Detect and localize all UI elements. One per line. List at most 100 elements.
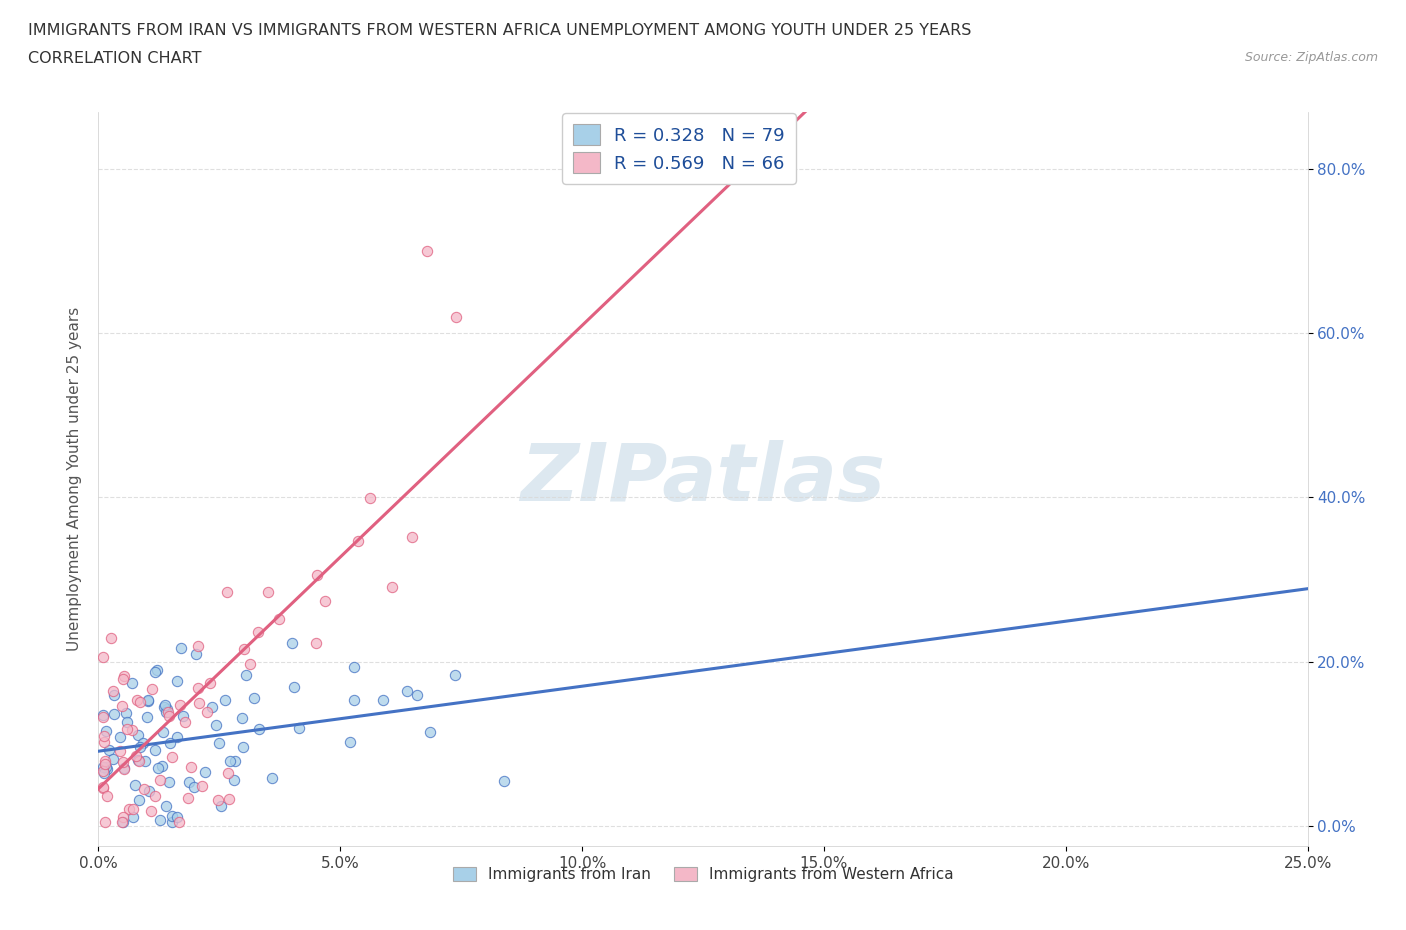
Point [143, 789, 166, 804]
Text: ZIPatlas: ZIPatlas [520, 440, 886, 518]
Point [108, 744, 131, 759]
Point [91, 649, 114, 664]
Point [127, 752, 149, 767]
Point [100, 631, 122, 645]
Point [231, 740, 253, 755]
Point [381, 579, 404, 594]
Point [91, 764, 114, 778]
Point [214, 692, 236, 707]
Point [396, 684, 419, 698]
Point [246, 624, 269, 639]
Point [93, 728, 115, 743]
Point [146, 760, 169, 775]
Point [172, 709, 194, 724]
Point [187, 681, 209, 696]
Point [177, 790, 200, 805]
Point [343, 659, 366, 674]
Point [128, 793, 150, 808]
Point [283, 680, 305, 695]
Point [118, 802, 141, 817]
Point [208, 736, 231, 751]
Point [194, 764, 217, 779]
Point [205, 718, 228, 733]
Point [184, 646, 207, 661]
Point [177, 775, 200, 790]
Point [231, 711, 253, 725]
Point [166, 809, 188, 824]
Point [260, 771, 283, 786]
Point [145, 665, 167, 680]
Point [209, 798, 232, 813]
Point [166, 730, 188, 745]
Point [127, 728, 149, 743]
Point [153, 698, 176, 712]
Point [207, 792, 229, 807]
Point [146, 662, 169, 677]
Point [170, 641, 193, 656]
Point [224, 753, 246, 768]
Y-axis label: Unemployment Among Youth under 25 years: Unemployment Among Youth under 25 years [66, 307, 82, 651]
Point [373, 693, 395, 708]
Point [305, 568, 328, 583]
Point [401, 529, 423, 544]
Legend: Immigrants from Iran, Immigrants from Western Africa: Immigrants from Iran, Immigrants from We… [446, 859, 960, 890]
Point [93, 735, 115, 750]
Point [97, 742, 120, 757]
Point [195, 705, 218, 720]
Point [138, 783, 160, 798]
Point [112, 761, 135, 776]
Point [155, 705, 177, 720]
Point [124, 777, 146, 792]
Point [101, 684, 124, 698]
Point [108, 730, 131, 745]
Point [183, 779, 205, 794]
Point [115, 706, 138, 721]
Text: IMMIGRANTS FROM IRAN VS IMMIGRANTS FROM WESTERN AFRICA UNEMPLOYMENT AMONG YOUTH : IMMIGRANTS FROM IRAN VS IMMIGRANTS FROM … [28, 23, 972, 38]
Point [217, 585, 239, 600]
Point [132, 736, 155, 751]
Point [91, 710, 114, 724]
Point [111, 754, 134, 769]
Point [115, 722, 138, 737]
Point [136, 693, 159, 708]
Point [96, 724, 118, 738]
Point [139, 804, 162, 818]
Point [121, 722, 143, 737]
Point [152, 724, 174, 739]
Point [249, 722, 271, 737]
Point [305, 636, 328, 651]
Point [112, 762, 135, 777]
Point [359, 490, 381, 505]
Point [288, 721, 311, 736]
Point [198, 675, 221, 690]
Point [339, 735, 361, 750]
Point [135, 710, 157, 724]
Point [136, 694, 159, 709]
Point [94, 760, 117, 775]
Point [162, 815, 184, 830]
Point [444, 668, 467, 683]
Point [233, 642, 256, 657]
Point [174, 715, 197, 730]
Point [418, 724, 440, 739]
Point [281, 635, 304, 650]
Point [314, 593, 336, 608]
Point [94, 815, 117, 830]
Point [115, 714, 138, 729]
Point [160, 750, 183, 764]
Point [112, 669, 135, 684]
Point [111, 815, 134, 830]
Point [267, 612, 290, 627]
Point [124, 749, 146, 764]
Point [121, 675, 143, 690]
Point [93, 765, 115, 780]
Point [143, 743, 166, 758]
Point [94, 757, 117, 772]
Point [96, 789, 118, 804]
Point [111, 698, 134, 713]
Text: Source: ZipAtlas.com: Source: ZipAtlas.com [1244, 51, 1378, 64]
Point [129, 739, 152, 754]
Point [346, 534, 368, 549]
Point [121, 801, 143, 816]
Point [103, 751, 125, 766]
